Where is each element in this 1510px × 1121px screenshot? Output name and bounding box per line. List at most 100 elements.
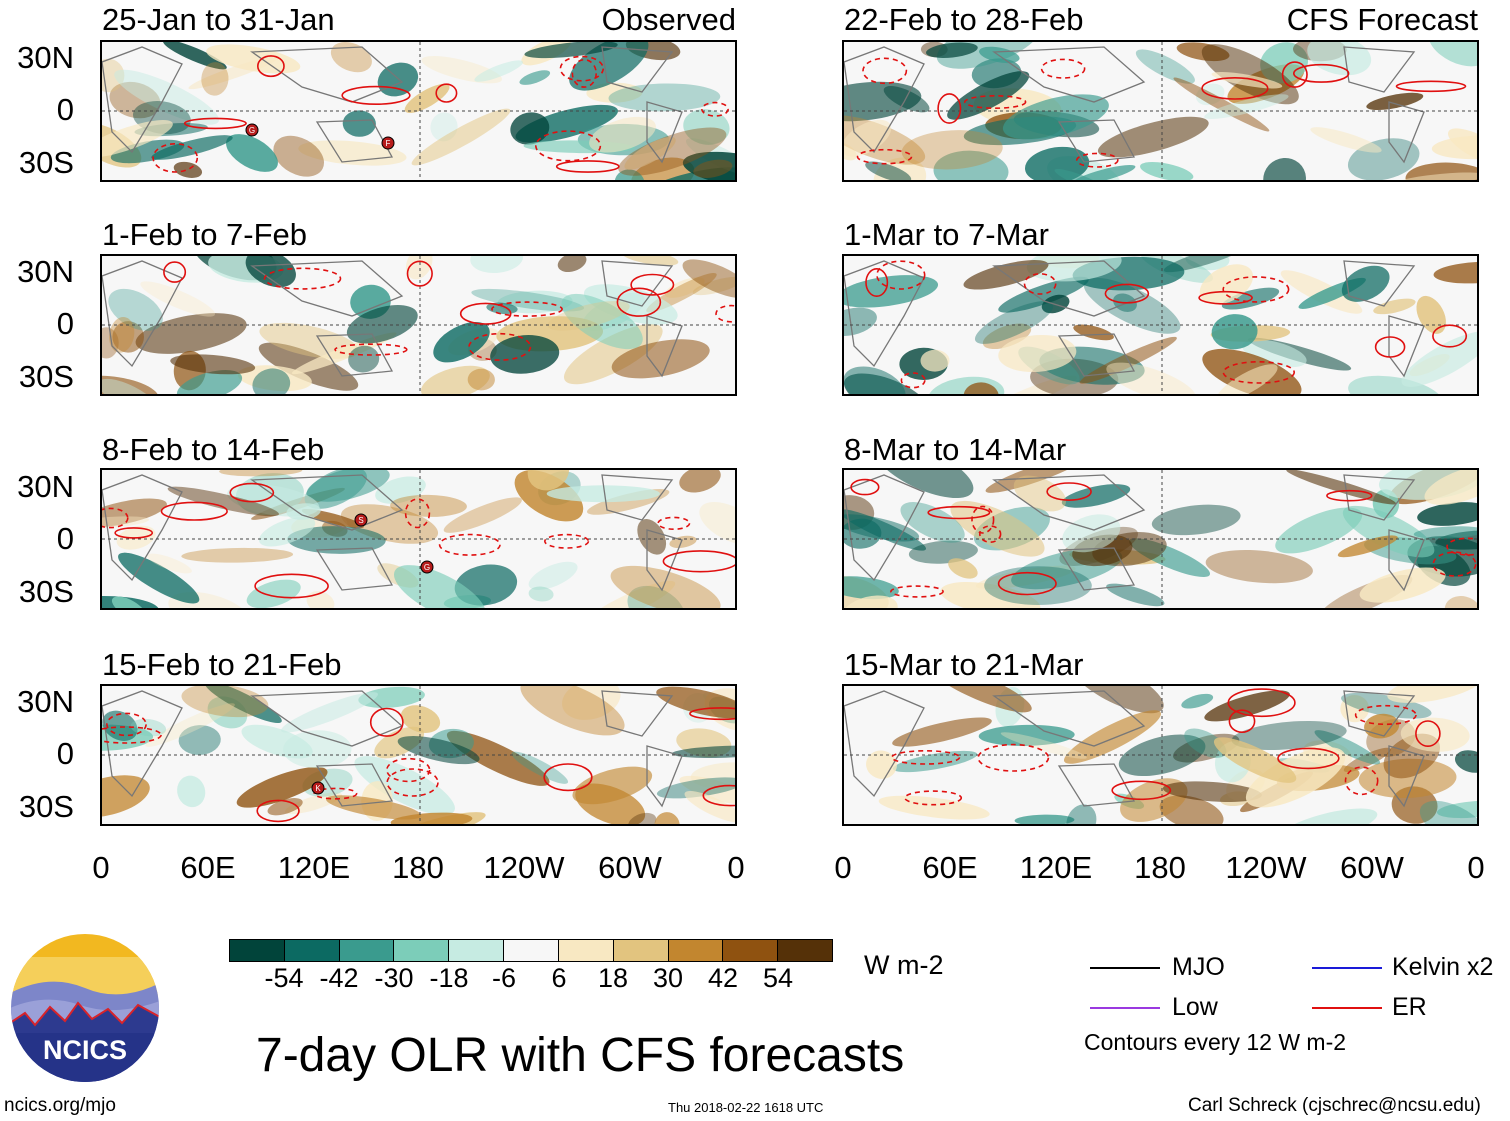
olr-anomaly-shade — [892, 750, 978, 773]
er-contour — [459, 302, 512, 325]
olr-anomaly-shade — [1444, 596, 1477, 608]
olr-anomaly-shade — [557, 256, 587, 273]
coastline — [1388, 745, 1425, 808]
er-contour — [1446, 537, 1477, 556]
er-contour — [997, 571, 1057, 596]
olr-anomaly-shade — [844, 307, 877, 337]
olr-anomaly-shade — [102, 775, 150, 818]
er-contour — [856, 148, 913, 165]
er-contour — [689, 707, 735, 721]
storm-marker-label: S — [358, 516, 363, 525]
olr-anomaly-shade — [844, 576, 899, 600]
lat-0-3: 0 — [56, 521, 74, 556]
coastline — [646, 745, 683, 808]
olr-anomaly-shade — [631, 157, 695, 180]
legend-mjo-label: MJO — [1172, 953, 1225, 981]
olr-anomaly-shade — [306, 470, 390, 502]
coastline — [646, 101, 683, 164]
olr-anomaly-shade — [844, 595, 898, 608]
colorbar-tick: 6 — [551, 963, 567, 993]
lat-30n-2: 30N — [17, 254, 74, 289]
olr-anomaly-shade — [219, 470, 303, 477]
er-contour — [114, 527, 154, 539]
map-panel-5 — [842, 40, 1479, 182]
footer-url[interactable]: ncics.org/mjo — [4, 1095, 116, 1116]
olr-anomaly-shade — [620, 256, 679, 266]
er-contour — [1198, 290, 1253, 305]
legend-kelvin-label: Kelvin x2 — [1392, 953, 1494, 981]
olr-anomaly-shade — [562, 686, 621, 720]
map-panel-6 — [842, 254, 1479, 396]
olr-anomaly-shade — [901, 130, 1003, 170]
olr-anomaly-shade — [181, 686, 269, 718]
coastline — [992, 690, 1146, 747]
olr-anomaly-shade — [892, 717, 992, 747]
lon-0e-right: 0 — [1467, 850, 1485, 885]
cfs-forecast-tag: CFS Forecast — [1286, 2, 1478, 37]
chart-title: 7-day OLR with CFS forecasts — [256, 1029, 905, 1082]
olr-anomaly-shade — [188, 56, 279, 90]
olr-anomaly-shade — [1242, 339, 1307, 368]
coastline — [102, 46, 183, 154]
olr-anomaly-shade — [1416, 295, 1446, 334]
lat-0-4: 0 — [56, 736, 74, 771]
er-contour — [406, 260, 433, 287]
er-contour — [543, 763, 593, 792]
olr-anomaly-shade — [524, 42, 618, 59]
olr-anomaly-shade — [102, 375, 159, 394]
colorbar-bin — [558, 940, 614, 961]
olr-anomaly-shade — [1359, 567, 1446, 603]
lon-60e-left: 60E — [180, 850, 236, 885]
colorbar-bin — [668, 940, 724, 961]
er-contour — [1415, 720, 1441, 748]
panel-title-2: 1-Feb to 7-Feb — [102, 217, 308, 252]
coastline — [844, 46, 925, 154]
lon-120e-left: 120E — [277, 850, 351, 885]
olr-anomaly-shade — [342, 110, 376, 137]
er-contour — [1228, 709, 1256, 734]
colorbar-bin — [778, 940, 832, 961]
olr-anomaly-shade — [1071, 686, 1164, 714]
olr-anomaly-shade — [140, 281, 216, 317]
olr-anomaly-shade — [236, 766, 328, 808]
lon-120w-right: 120W — [1225, 850, 1307, 885]
olr-anomaly-shade — [1436, 800, 1477, 819]
olr-anomaly-shade — [610, 565, 721, 608]
olr-anomaly-shade — [844, 366, 906, 394]
olr-anomaly-shade — [1286, 470, 1397, 505]
coastline — [1057, 333, 1136, 377]
olr-anomaly-shade — [1373, 298, 1416, 315]
er-contour — [1023, 272, 1057, 295]
storm-marker-label: K — [315, 784, 321, 793]
lon-120w-left: 120W — [483, 850, 565, 885]
er-contour — [1277, 747, 1340, 770]
storm-marker: G — [420, 560, 434, 574]
coastline — [601, 474, 674, 521]
er-contour — [1432, 324, 1468, 348]
olr-anomaly-shade — [627, 585, 685, 608]
er-contour — [1201, 77, 1269, 100]
coastline — [1057, 763, 1136, 807]
olr-anomaly-shade — [1275, 507, 1363, 554]
coastline — [1388, 101, 1425, 164]
er-contour — [657, 516, 691, 530]
storm-marker-label: F — [386, 139, 391, 148]
olr-anomaly-shade — [287, 526, 386, 554]
olr-anomaly-shade — [206, 44, 301, 74]
lat-30n-3: 30N — [17, 469, 74, 504]
olr-anomaly-shade — [950, 500, 1045, 557]
olr-anomaly-shade — [679, 470, 721, 493]
olr-anomaly-shade — [948, 558, 978, 579]
coastline — [844, 690, 925, 798]
olr-anomaly-shade — [1424, 470, 1477, 505]
coastline — [992, 46, 1146, 103]
olr-anomaly-shade — [1184, 728, 1227, 758]
coastline — [1343, 474, 1416, 521]
coastline — [1057, 547, 1136, 591]
olr-anomaly-shade — [252, 368, 291, 394]
olr-anomaly-shade — [656, 686, 735, 719]
er-contour — [254, 573, 329, 599]
olr-anomaly-shade — [181, 547, 294, 563]
olr-anomaly-shade — [920, 349, 950, 372]
panel-title-6: 1-Mar to 7-Mar — [844, 217, 1049, 252]
